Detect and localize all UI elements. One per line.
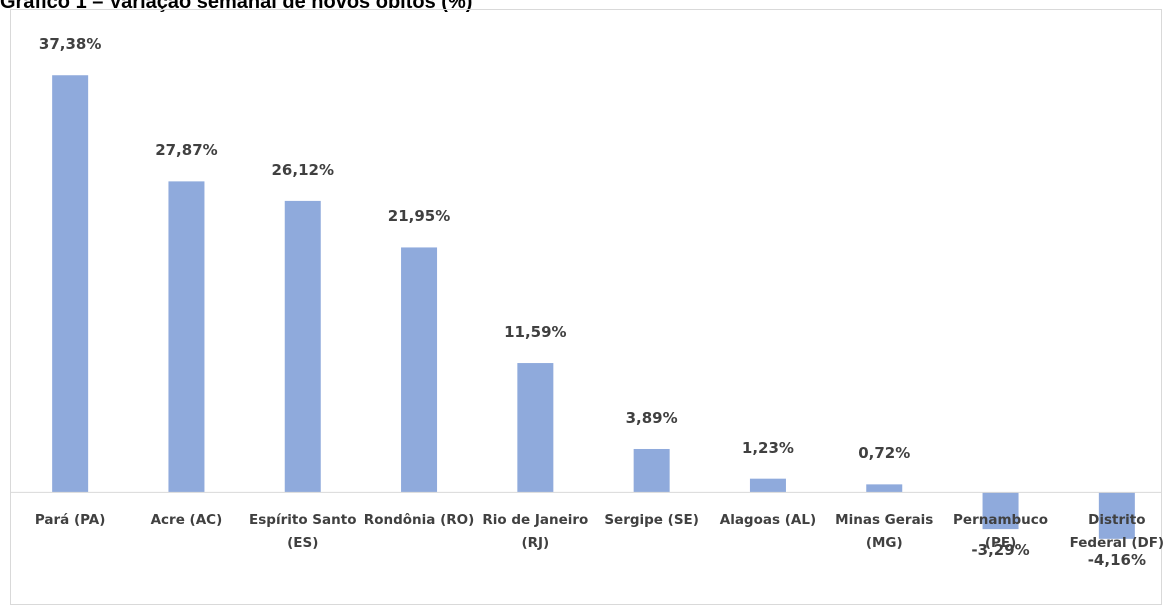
bar [866, 484, 903, 493]
data-label: 11,59% [504, 323, 567, 342]
data-label: 27,87% [155, 141, 218, 160]
x-tick-label: Acre (AC) [150, 512, 223, 529]
x-tick-label: Rio de Janeiro (RJ) [482, 512, 589, 552]
bar [749, 478, 786, 493]
bar [517, 363, 554, 493]
data-label: -4,16% [1087, 550, 1146, 569]
bar [52, 75, 89, 493]
bar [284, 200, 321, 493]
data-label: 37,38% [38, 35, 102, 54]
bar [1098, 492, 1135, 539]
data-label: 21,95% [387, 207, 451, 226]
data-label: 3,89% [625, 408, 678, 427]
x-tick-label: Minas Gerais (MG) [835, 512, 934, 552]
bar [633, 448, 670, 493]
chart-frame [10, 9, 1162, 605]
x-tick-label: Distrito Federal (DF) [1069, 512, 1165, 552]
data-label: -3,29% [971, 541, 1030, 560]
x-tick-label: Alagoas (AL) [719, 512, 817, 529]
x-tick-label: Pará (PA) [34, 512, 106, 529]
bar [401, 247, 438, 493]
bar [982, 492, 1019, 530]
x-tick-label: Espírito Santo (ES) [249, 512, 357, 552]
data-label: 26,12% [271, 160, 334, 179]
x-tick-label: Sergipe (SE) [604, 512, 699, 529]
bar [168, 181, 205, 493]
data-label: 0,72% [858, 444, 911, 463]
x-tick-label: Rondônia (RO) [363, 512, 475, 529]
data-label: 1,23% [741, 438, 794, 457]
x-tick-label: Pernambuco (PE) [953, 512, 1049, 552]
